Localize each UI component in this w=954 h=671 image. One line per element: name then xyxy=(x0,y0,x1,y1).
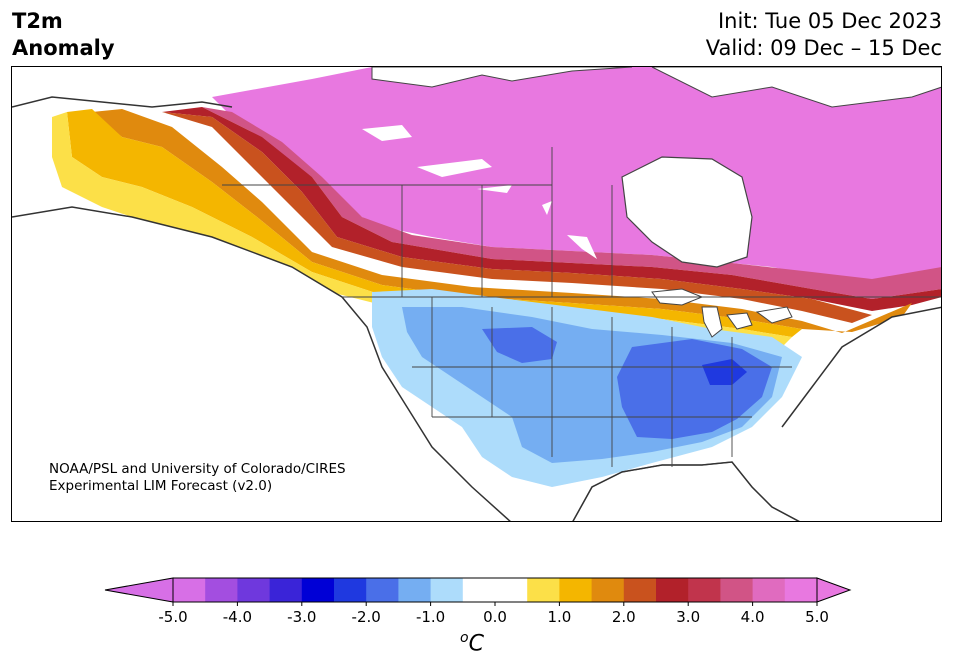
anomaly-region-blue-west xyxy=(482,327,557,363)
colorbar-swatch xyxy=(752,578,786,602)
colorbar-swatch xyxy=(623,578,657,602)
credit-text: NOAA/PSL and University of Colorado/CIRE… xyxy=(49,461,346,495)
colorbar-tick-label: -3.0 xyxy=(287,608,316,626)
unit-symbol: C xyxy=(468,631,484,657)
map-canvas xyxy=(12,67,941,521)
valid-range: Valid: 09 Dec – 15 Dec xyxy=(705,36,942,60)
anomaly-region-magenta xyxy=(212,67,941,287)
anomaly-region-orange xyxy=(92,109,912,333)
colorbar-ticks: -5.0 -4.0 -3.0 -2.0 -1.0 0.0 1.0 2.0 3.0 4.0 5.0 xyxy=(158,602,829,626)
unit-label: oC xyxy=(460,630,484,656)
colorbar-extend-low xyxy=(104,577,174,603)
anomaly-region-dark-red xyxy=(162,107,941,311)
credit-line1: NOAA/PSL and University of Colorado/CIRE… xyxy=(49,461,346,477)
colorbar-swatch xyxy=(527,578,560,602)
coastline xyxy=(12,96,941,521)
colorbar-swatch xyxy=(462,578,496,602)
colorbar-tick-label: -5.0 xyxy=(158,608,187,626)
atlantic-ocean xyxy=(782,307,941,521)
colorbar-tick-label: -1.0 xyxy=(416,608,445,626)
unit-degree: o xyxy=(460,630,469,646)
colorbar-swatch xyxy=(398,578,432,602)
title-line2: Anomaly xyxy=(12,36,115,60)
colorbar-swatch xyxy=(366,578,399,602)
colorbar-extend-high xyxy=(816,577,852,603)
colorbar: -5.0 -4.0 -3.0 -2.0 -1.0 0.0 1.0 2.0 3.0 4.0 5.0 xyxy=(104,577,852,626)
colorbar-tick-label: 5.0 xyxy=(805,608,829,626)
forecast-dates: Init: Tue 05 Dec 2023 Valid: 09 Dec – 15… xyxy=(706,8,942,62)
anomaly-region-deep-blue xyxy=(702,359,747,385)
colorbar-swatch xyxy=(205,578,238,602)
arctic-channels xyxy=(371,67,941,108)
colorbar-tick-label: 4.0 xyxy=(741,608,765,626)
credit-line2: Experimental LIM Forecast (v2.0) xyxy=(49,478,273,494)
colorbar-swatch xyxy=(656,578,689,602)
great-lakes xyxy=(651,288,793,338)
canada-lakes xyxy=(362,125,597,259)
title-line1: T2m xyxy=(12,9,63,33)
anomaly-region-pink xyxy=(202,107,941,299)
colorbar-swatch xyxy=(495,578,528,602)
anomaly-region-red-orange xyxy=(122,112,872,323)
colorbar-swatch xyxy=(301,578,335,602)
colorbar-swatch xyxy=(591,578,625,602)
colorbar-swatch xyxy=(237,578,271,602)
colorbar-swatch xyxy=(784,578,818,602)
colorbar-tick-label: 0.0 xyxy=(483,608,507,626)
colorbar-swatch xyxy=(430,578,464,602)
pacific-ocean xyxy=(12,207,510,521)
anomaly-region-yellow xyxy=(52,112,792,347)
map-title: T2m Anomaly xyxy=(12,8,115,62)
colorbar-tick-label: -4.0 xyxy=(223,608,252,626)
colorbar-tick-label: -2.0 xyxy=(352,608,381,626)
hudson-bay xyxy=(621,156,753,268)
colorbar-swatch xyxy=(173,578,206,602)
colorbar-swatch xyxy=(688,578,721,602)
colorbar-swatch xyxy=(269,578,303,602)
colorbar-tick-label: 2.0 xyxy=(612,608,636,626)
political-borders xyxy=(222,147,941,467)
anomaly-map xyxy=(11,66,942,522)
colorbar-swatch xyxy=(559,578,593,602)
colorbar-swatch xyxy=(334,578,367,602)
colorbar-tick-label: 1.0 xyxy=(547,608,571,626)
colorbar-swatch xyxy=(720,578,754,602)
colorbar-tick-label: 3.0 xyxy=(676,608,700,626)
init-date: Init: Tue 05 Dec 2023 xyxy=(717,9,942,33)
colorbar-boxes xyxy=(104,577,852,603)
